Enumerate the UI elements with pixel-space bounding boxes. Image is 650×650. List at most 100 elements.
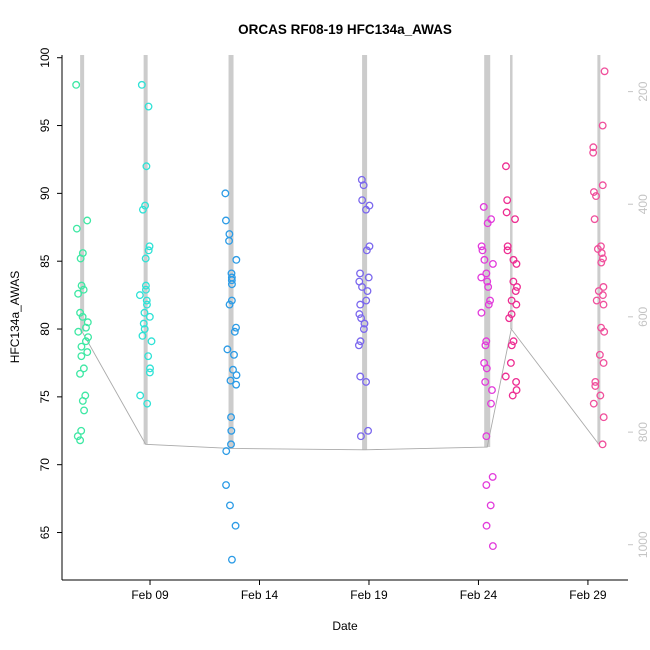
scatter-point <box>226 501 234 510</box>
scatter-point <box>223 345 232 354</box>
scatter-point <box>354 341 363 350</box>
scatter-point <box>221 216 230 225</box>
scatter-point <box>596 391 605 400</box>
scatter-point <box>145 368 154 377</box>
scatter-point <box>231 521 240 530</box>
scatter-point <box>511 215 519 224</box>
scatter-point <box>232 323 240 332</box>
scatter-point <box>138 205 147 214</box>
x-tick-label: Feb 19 <box>350 588 388 602</box>
scatter-point <box>140 308 149 317</box>
scatter-point <box>487 399 495 408</box>
scatter-point <box>72 80 81 89</box>
scatter-point <box>76 254 85 263</box>
scatter-point <box>506 358 515 367</box>
scatter-point <box>77 342 86 351</box>
scatter-point <box>597 258 606 267</box>
scatter-point <box>355 310 364 319</box>
scatter-point <box>226 376 235 385</box>
scatter-point <box>80 406 89 415</box>
scatter-point <box>77 281 86 290</box>
scatter-point <box>600 67 609 76</box>
scatter-point <box>230 327 239 336</box>
scatter-point <box>83 348 92 357</box>
scatter-point <box>232 255 241 264</box>
scatter-point <box>478 246 487 255</box>
scatter-point <box>511 287 520 295</box>
scatter-point <box>484 283 493 291</box>
x-tick-label: Feb 09 <box>131 588 169 602</box>
scatter-point <box>227 296 236 305</box>
scatter-point <box>357 314 366 323</box>
scatter-point <box>600 327 609 336</box>
scatter-point <box>598 121 607 130</box>
scatter-point <box>362 296 371 305</box>
scatter-point <box>357 175 366 184</box>
scatter-point <box>139 319 148 328</box>
scatter-point <box>505 314 514 323</box>
y-tick-label: 85 <box>38 254 52 268</box>
scatter-point <box>477 242 486 251</box>
scatter-point <box>77 426 86 435</box>
scatter-point <box>599 413 608 422</box>
scatter-point <box>227 276 236 285</box>
scatter-point <box>222 481 230 489</box>
scatter-point <box>507 310 516 319</box>
scatter-point <box>479 202 488 211</box>
scatter-point <box>230 350 238 359</box>
scatter-point <box>483 219 492 228</box>
scatter-point <box>82 323 90 332</box>
scatter-point <box>136 391 145 400</box>
scatter-point <box>362 205 370 214</box>
scatter-point <box>503 196 512 205</box>
scatter-point <box>143 300 151 309</box>
scatter-point <box>598 440 607 449</box>
right-tick-label: 600 <box>636 306 650 326</box>
scatter-point <box>356 269 364 278</box>
scatter-point <box>477 308 486 317</box>
scatter-point <box>141 254 150 263</box>
scatter-point <box>363 287 372 295</box>
scatter-point <box>356 337 365 346</box>
scatter-point <box>359 325 368 333</box>
scatter-point <box>358 196 367 205</box>
scatter-point <box>480 255 489 264</box>
scatter-point <box>589 188 598 196</box>
scatter-point <box>221 189 230 198</box>
scatter-point <box>599 283 608 291</box>
scatter-point <box>227 555 236 564</box>
right-tick-label: 800 <box>636 422 650 442</box>
x-tick-label: Feb 29 <box>569 588 607 602</box>
scatter-point <box>359 181 368 190</box>
scatter-point <box>482 432 491 441</box>
scatter-point <box>477 273 486 282</box>
scatter-point <box>488 472 497 481</box>
scatter-point <box>595 350 604 359</box>
scatter-point <box>482 364 491 373</box>
y-tick-label: 100 <box>38 47 52 67</box>
scatter-point <box>74 327 83 336</box>
scatter-point <box>512 377 521 386</box>
scatter-point <box>364 273 373 282</box>
scatter-point <box>141 285 150 294</box>
scatter-point <box>79 285 88 294</box>
scatter-point <box>146 364 154 373</box>
y-tick-label: 90 <box>38 186 52 200</box>
scatter-point <box>512 259 521 268</box>
scatter-point <box>509 277 518 286</box>
scatter-point <box>503 242 512 251</box>
scatter-point <box>358 283 366 291</box>
scatter-point <box>78 312 87 321</box>
scatter-point <box>509 337 518 346</box>
scatter-point <box>83 216 92 225</box>
profile-line <box>81 327 600 451</box>
scatter-point <box>589 143 598 152</box>
right-tick-label: 1000 <box>636 531 650 558</box>
scatter-point <box>143 399 152 408</box>
scatter-point <box>503 246 512 255</box>
scatter-point <box>486 296 495 305</box>
scatter-point <box>225 236 234 245</box>
scatter-point <box>501 372 510 381</box>
scatter-point <box>227 426 236 435</box>
